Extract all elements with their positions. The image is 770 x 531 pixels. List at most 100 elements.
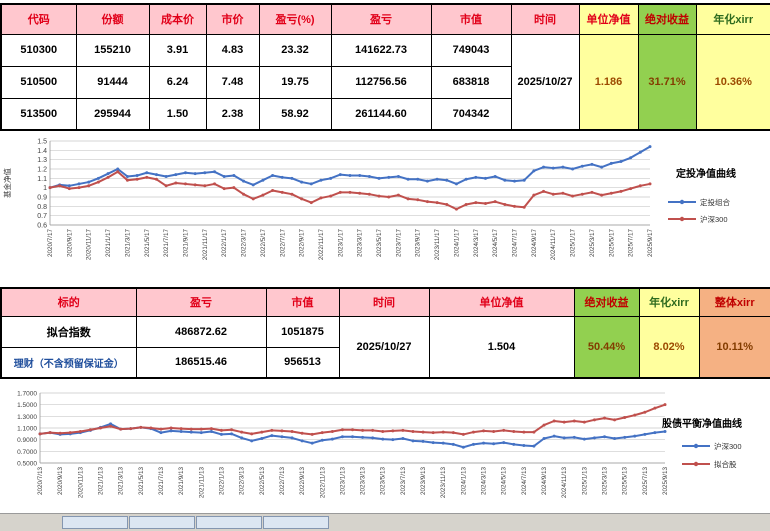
cell-code[interactable]: 513500	[0, 97, 77, 131]
header-overall-xirr[interactable]: 整体xirr	[698, 287, 770, 317]
svg-text:2021/7/13: 2021/7/13	[158, 467, 165, 496]
header-xirr[interactable]: 年化xirr	[638, 287, 700, 317]
cell-shares[interactable]: 155210	[75, 33, 150, 67]
svg-text:2020/11/13: 2020/11/13	[77, 467, 84, 499]
cell-cost-price[interactable]: 6.24	[148, 65, 207, 99]
positions-header-row: 代码 份额 成本价 市价 盈亏(%) 盈亏 市值 时间 单位净值 绝对收益 年化…	[0, 3, 770, 35]
cell-pl[interactable]: 486872.62	[135, 315, 267, 348]
cell-time[interactable]: 2025/10/27	[510, 33, 580, 131]
svg-text:0.8: 0.8	[37, 204, 47, 211]
svg-text:2024/1/13: 2024/1/13	[460, 467, 467, 496]
positions-table: 代码 份额 成本价 市价 盈亏(%) 盈亏 市值 时间 单位净值 绝对收益 年化…	[0, 3, 770, 131]
cell-time[interactable]: 2025/10/27	[338, 315, 430, 379]
sheet-tab[interactable]	[263, 516, 329, 529]
header-unit-nav[interactable]: 单位净值	[578, 3, 639, 35]
cell-code[interactable]: 510300	[0, 33, 77, 67]
svg-text:2024/9/13: 2024/9/13	[541, 467, 548, 496]
header-abs-return[interactable]: 绝对收益	[637, 3, 697, 35]
cell-target-name[interactable]: 拟合指数	[0, 315, 137, 348]
svg-text:2024/11/13: 2024/11/13	[561, 467, 568, 499]
svg-text:2021/5/13: 2021/5/13	[138, 467, 145, 496]
svg-text:2024/5/17: 2024/5/17	[492, 229, 499, 258]
cell-shares[interactable]: 295944	[75, 97, 150, 131]
cell-abs-return[interactable]: 50.44%	[573, 315, 640, 379]
header-time[interactable]: 时间	[338, 287, 430, 317]
cell-market-value[interactable]: 749043	[430, 33, 512, 67]
header-code[interactable]: 代码	[0, 3, 77, 35]
svg-text:2024/11/17: 2024/11/17	[550, 229, 557, 261]
svg-text:0.7: 0.7	[37, 213, 47, 220]
svg-text:2022/7/17: 2022/7/17	[279, 229, 286, 258]
header-market-value[interactable]: 市值	[265, 287, 340, 317]
cell-pl-pct[interactable]: 58.92	[258, 97, 332, 131]
svg-text:2025/5/17: 2025/5/17	[608, 229, 615, 258]
cell-pl[interactable]: 112756.56	[330, 65, 432, 99]
header-pl[interactable]: 盈亏	[330, 3, 432, 35]
svg-text:2023/3/13: 2023/3/13	[360, 467, 367, 496]
cell-market-value[interactable]: 704342	[430, 97, 512, 131]
header-target[interactable]: 标的	[0, 287, 137, 317]
svg-text:2025/9/13: 2025/9/13	[662, 467, 669, 496]
svg-text:0.9: 0.9	[37, 195, 47, 202]
svg-text:2021/1/13: 2021/1/13	[97, 467, 104, 496]
cell-pl[interactable]: 186515.46	[135, 346, 267, 379]
cell-market-price[interactable]: 2.38	[205, 97, 260, 131]
header-market-price[interactable]: 市价	[205, 3, 260, 35]
svg-text:2022/3/13: 2022/3/13	[239, 467, 246, 496]
svg-text:2023/5/13: 2023/5/13	[380, 467, 387, 496]
cell-xirr[interactable]: 8.02%	[638, 315, 700, 379]
dca-nav-chart: 1.5 1.4 1.3 1.2 1.1 1 0.9 0.8 0.7 0.6 基金净值 2020/7/1…	[0, 131, 770, 283]
position-row: 510500 91444 6.24 7.48 19.75 112756.56 6…	[0, 65, 770, 99]
cell-abs-return[interactable]: 31.71%	[637, 33, 697, 131]
header-pl-pct[interactable]: 盈亏(%)	[258, 3, 332, 35]
svg-text:2025/9/17: 2025/9/17	[647, 229, 654, 258]
cell-xirr[interactable]: 10.36%	[695, 33, 770, 131]
svg-text:2022/7/13: 2022/7/13	[279, 467, 286, 496]
svg-text:股债平衡净值曲线: 股债平衡净值曲线	[662, 417, 742, 430]
cell-shares[interactable]: 91444	[75, 65, 150, 99]
cell-pl[interactable]: 261144.60	[330, 97, 432, 131]
svg-text:2021/7/17: 2021/7/17	[163, 229, 170, 258]
sheet-tab[interactable]	[196, 516, 262, 529]
cell-overall-xirr[interactable]: 10.11%	[698, 315, 770, 379]
svg-text:定投组合: 定投组合	[700, 197, 730, 207]
cell-market-value[interactable]: 1051875	[265, 315, 340, 348]
svg-text:2025/1/17: 2025/1/17	[570, 229, 577, 258]
cell-market-value[interactable]: 956513	[265, 346, 340, 379]
cell-market-price[interactable]: 4.83	[205, 33, 260, 67]
svg-text:1.7000: 1.7000	[17, 391, 37, 398]
svg-text:2023/11/17: 2023/11/17	[434, 229, 441, 261]
sheet-tab[interactable]	[129, 516, 195, 529]
cell-code[interactable]: 510500	[0, 65, 77, 99]
header-unit-nav[interactable]: 单位净值	[428, 287, 575, 317]
cell-unit-nav[interactable]: 1.186	[578, 33, 639, 131]
cell-pl[interactable]: 141622.73	[330, 33, 432, 67]
header-time[interactable]: 时间	[510, 3, 580, 35]
svg-text:2022/11/17: 2022/11/17	[318, 229, 325, 261]
svg-text:2025/1/13: 2025/1/13	[581, 467, 588, 496]
svg-text:1.5000: 1.5000	[17, 402, 37, 409]
cell-pl-pct[interactable]: 23.32	[258, 33, 332, 67]
cell-cost-price[interactable]: 1.50	[148, 97, 207, 131]
cell-cost-price[interactable]: 3.91	[148, 33, 207, 67]
cell-market-price[interactable]: 7.48	[205, 65, 260, 99]
svg-text:2020/7/13: 2020/7/13	[37, 467, 44, 496]
svg-text:2024/5/13: 2024/5/13	[501, 467, 508, 496]
header-cost-price[interactable]: 成本价	[148, 3, 207, 35]
sheet-tab[interactable]	[62, 516, 128, 529]
cell-target-name[interactable]: 理财（不含预留保证金）	[0, 346, 137, 379]
cell-market-value[interactable]: 683818	[430, 65, 512, 99]
svg-text:2023/9/13: 2023/9/13	[420, 467, 427, 496]
header-xirr[interactable]: 年化xirr	[695, 3, 770, 35]
header-pl[interactable]: 盈亏	[135, 287, 267, 317]
header-market-value[interactable]: 市值	[430, 3, 512, 35]
cell-unit-nav[interactable]: 1.504	[428, 315, 575, 379]
svg-text:1.4: 1.4	[37, 148, 47, 155]
header-shares[interactable]: 份额	[75, 3, 150, 35]
header-abs-return[interactable]: 绝对收益	[573, 287, 640, 317]
svg-text:2024/3/13: 2024/3/13	[481, 467, 488, 496]
svg-text:2021/1/17: 2021/1/17	[105, 229, 112, 258]
svg-text:2023/3/17: 2023/3/17	[357, 229, 364, 258]
svg-text:2021/11/17: 2021/11/17	[202, 229, 209, 261]
cell-pl-pct[interactable]: 19.75	[258, 65, 332, 99]
